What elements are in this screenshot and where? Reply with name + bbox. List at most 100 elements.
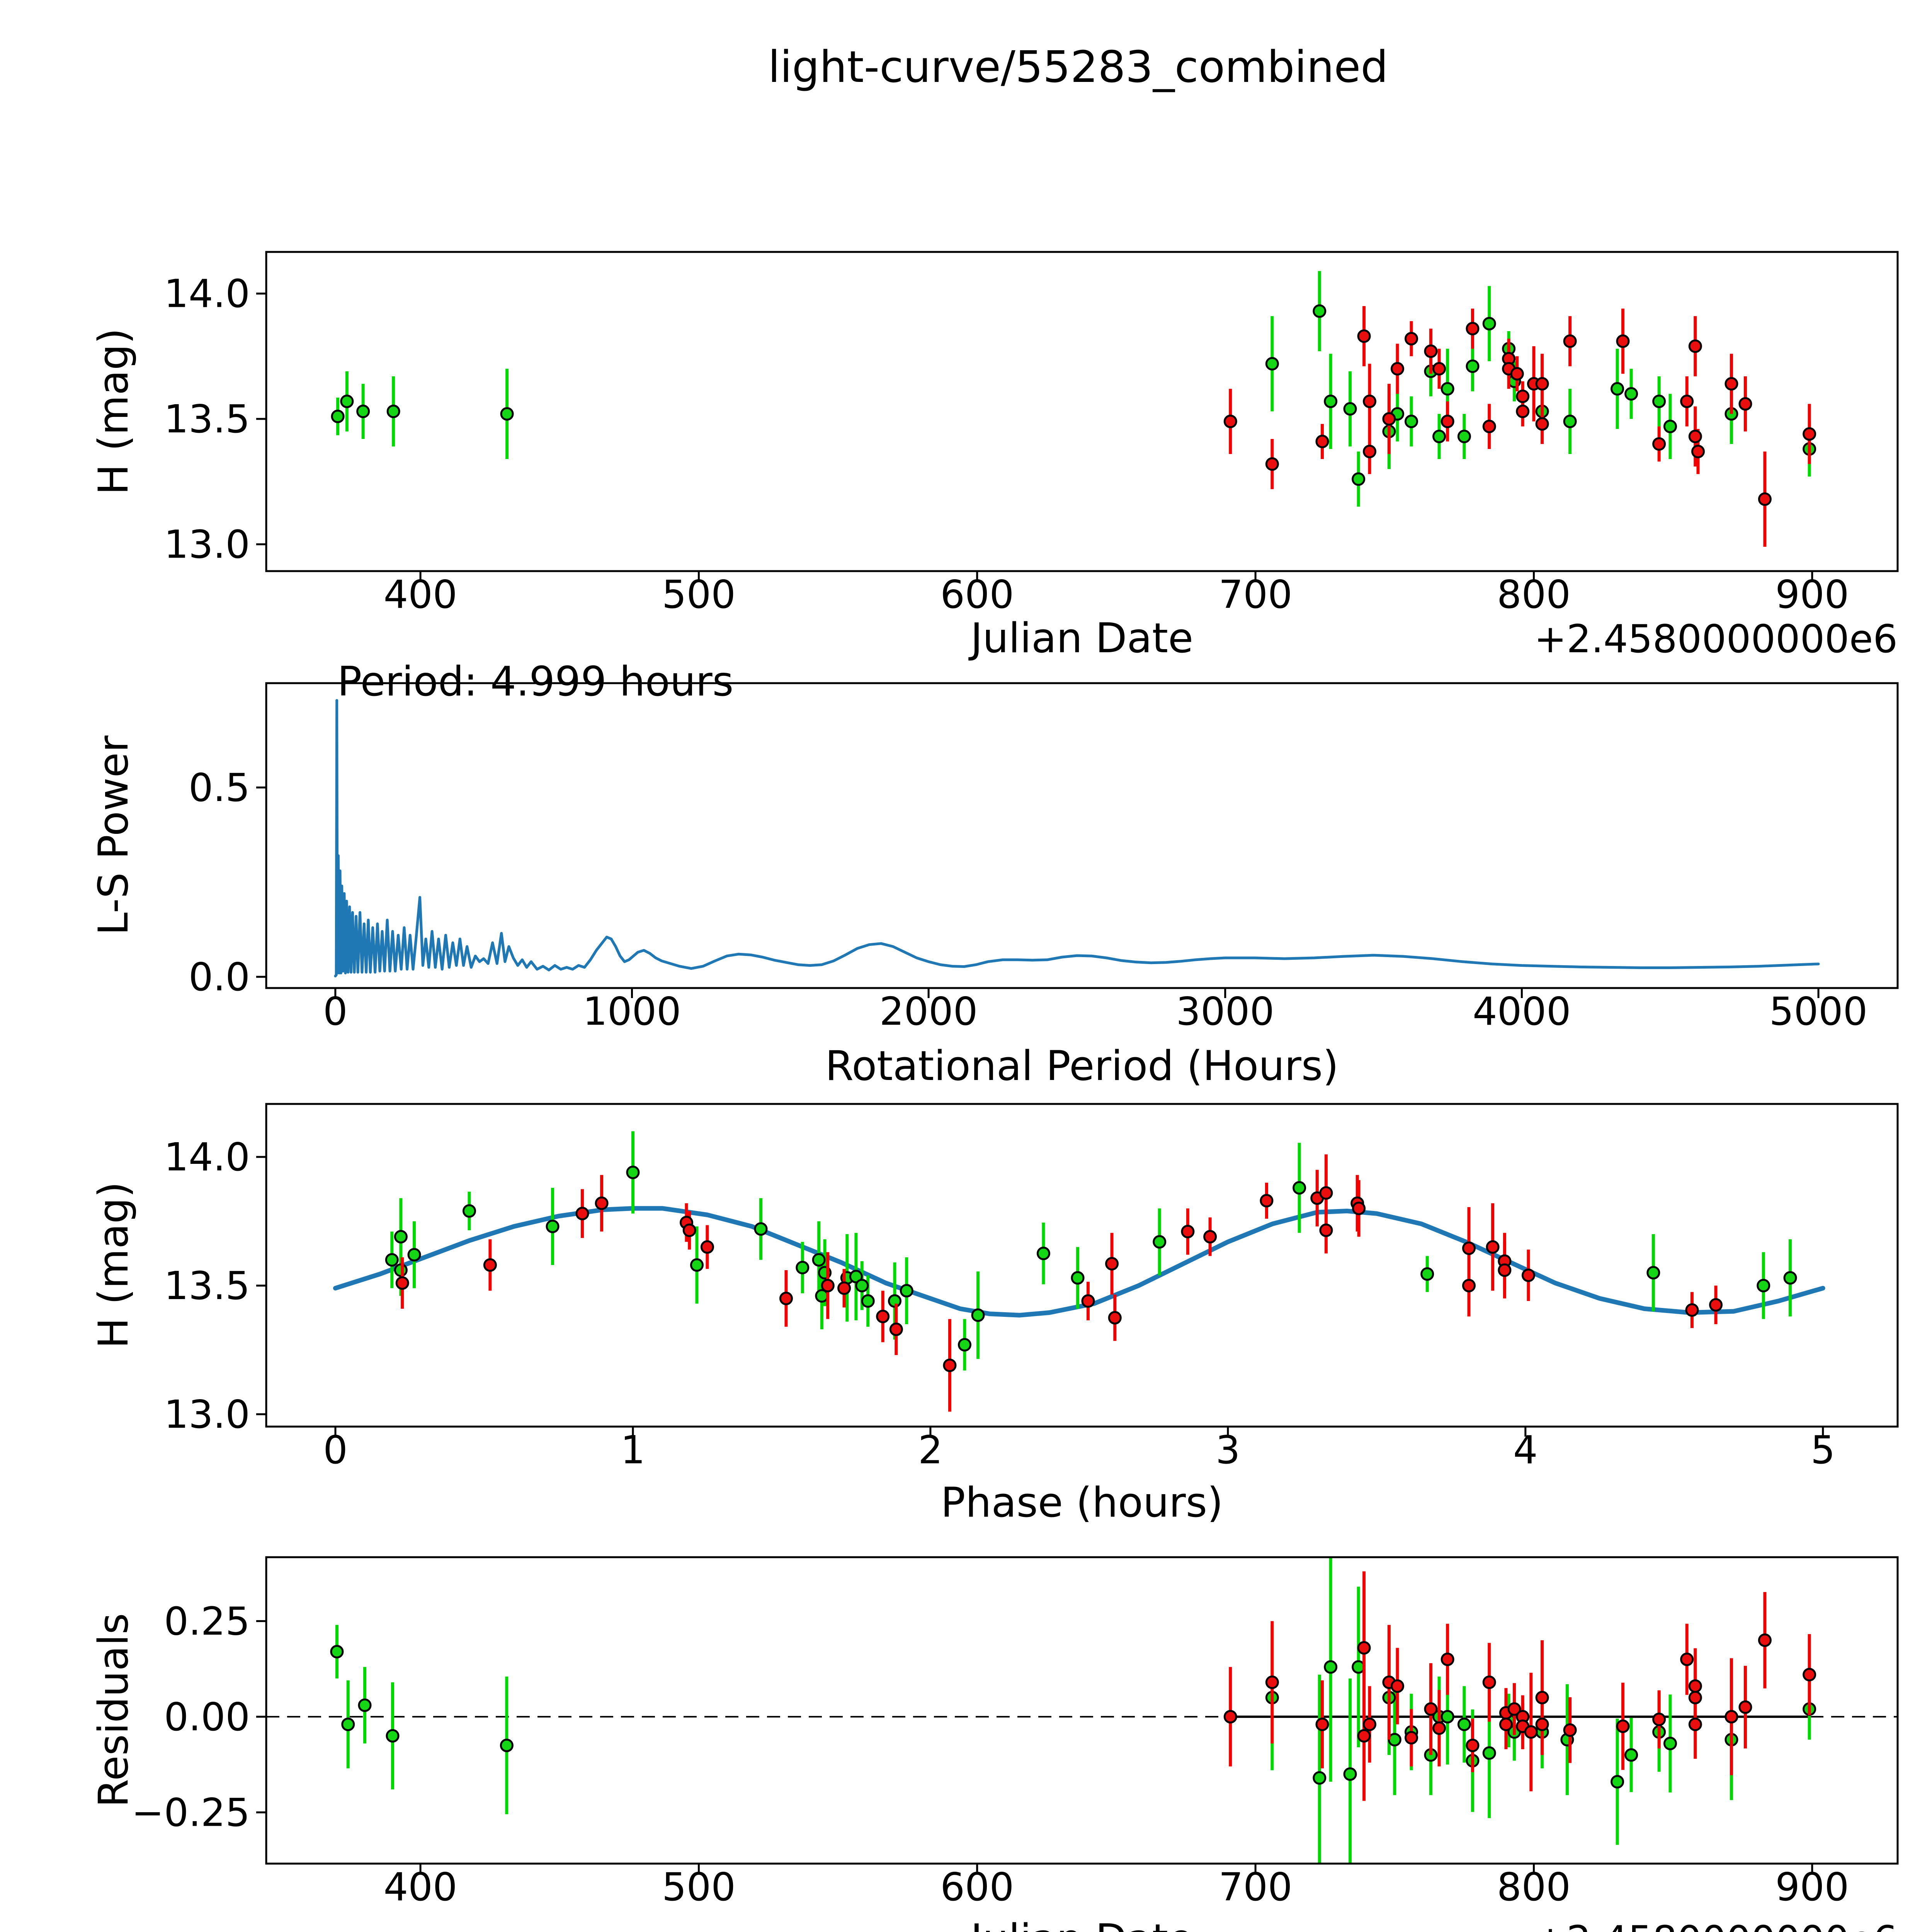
green-point — [1153, 1235, 1167, 1249]
x-tick-label: 4000 — [1473, 989, 1571, 1034]
axes-frame — [265, 1556, 1899, 1865]
red-point — [700, 1240, 714, 1254]
green-point — [1343, 402, 1357, 416]
jd-plot-xlabel: Julian Date — [968, 614, 1194, 662]
x-tick-label: 2000 — [879, 989, 978, 1034]
red-series — [1223, 1571, 1816, 1801]
green-point — [340, 395, 354, 408]
y-tick-label: 0.5 — [189, 765, 250, 810]
green-point — [1624, 387, 1638, 401]
x-tick-label: 500 — [662, 572, 736, 617]
periodogram-plot: 0 1000 2000 3000 4000 5000 0.0 0.5 — [189, 682, 1899, 1034]
green-point — [754, 1222, 768, 1236]
green-point — [546, 1219, 560, 1233]
green-point — [500, 407, 514, 421]
red-point — [1319, 1223, 1333, 1237]
green-point — [812, 1253, 826, 1267]
x-tick-label: 3 — [1216, 1427, 1240, 1473]
green-point — [796, 1260, 810, 1274]
red-series — [1223, 306, 1816, 547]
red-point — [682, 1223, 696, 1237]
figure-title: light-curve/55283_combined — [768, 42, 1388, 92]
red-point — [1424, 344, 1438, 358]
red-point — [943, 1359, 957, 1372]
red-point — [1803, 427, 1816, 441]
red-point — [1685, 1303, 1699, 1317]
red-point — [1462, 1279, 1476, 1293]
residuals-data-area — [266, 1557, 1898, 1864]
green-point — [1405, 415, 1418, 429]
red-point — [1680, 395, 1694, 408]
red-point — [1688, 1679, 1702, 1693]
jd-plot-ylabel: H (mag) — [90, 328, 137, 495]
red-series — [395, 1154, 1723, 1412]
red-point — [1535, 377, 1549, 391]
green-point — [1611, 382, 1624, 396]
x-tick-label: 0 — [323, 1427, 348, 1473]
red-point — [1709, 1298, 1723, 1312]
green-point — [971, 1308, 985, 1322]
green-series — [331, 271, 1816, 507]
red-point — [1498, 1263, 1512, 1277]
jd-lightcurve-data-area — [331, 271, 1816, 547]
green-point — [1324, 395, 1338, 408]
red-point — [1738, 1700, 1752, 1714]
x-tick-label: 3000 — [1176, 989, 1275, 1034]
red-point — [1466, 1738, 1480, 1752]
x-tick-label: 5 — [1811, 1427, 1835, 1473]
red-point — [1440, 415, 1454, 429]
green-point — [1652, 395, 1666, 408]
green-point — [1482, 1746, 1496, 1760]
red-point — [1315, 435, 1329, 449]
phased-lightcurve-data-area — [333, 1131, 1825, 1412]
red-point — [876, 1310, 890, 1323]
red-point — [1486, 1240, 1500, 1254]
red-point — [1357, 329, 1371, 343]
x-tick-label: 600 — [940, 1864, 1014, 1910]
green-point — [1757, 1279, 1770, 1293]
axes-frame — [265, 682, 1899, 989]
x-tick-label: 500 — [662, 1864, 736, 1910]
red-point — [1616, 334, 1630, 348]
residuals-ylabel: Residuals — [90, 1613, 137, 1808]
green-point — [1611, 1775, 1624, 1789]
green-point — [1663, 1736, 1677, 1750]
green-point — [1466, 359, 1480, 373]
residuals-offset-text: +2.4580000000e6 — [1534, 1917, 1898, 1932]
red-point — [1391, 1679, 1405, 1693]
red-point — [1758, 492, 1772, 506]
red-point — [1521, 1268, 1535, 1282]
periodogram-xlabel: Rotational Period (Hours) — [825, 1042, 1339, 1090]
red-point — [595, 1196, 609, 1210]
green-point — [1482, 317, 1496, 331]
red-point — [1516, 389, 1530, 403]
green-point — [1440, 1710, 1454, 1724]
red-point — [1652, 1713, 1666, 1726]
x-tick-label: 600 — [940, 572, 1014, 617]
red-point — [1482, 1675, 1496, 1689]
x-tick-label: 900 — [1775, 1864, 1849, 1910]
x-tick-label: 2 — [918, 1427, 943, 1473]
red-point — [1362, 444, 1376, 458]
red-point — [1405, 1731, 1418, 1745]
red-point — [779, 1291, 793, 1305]
green-point — [1293, 1181, 1306, 1195]
red-point — [1535, 1718, 1549, 1731]
phase-plot: 0 1 2 3 4 5 13.0 13.5 14.0 — [164, 1103, 1899, 1473]
green-point — [1036, 1247, 1050, 1260]
green-point — [861, 1294, 875, 1308]
red-point — [1691, 444, 1705, 458]
green-point — [1265, 357, 1279, 371]
red-point — [1524, 1725, 1538, 1739]
x-tick-label: 900 — [1775, 572, 1849, 617]
red-point — [1424, 1702, 1438, 1716]
red-point — [1265, 1675, 1279, 1689]
red-point — [1535, 417, 1549, 431]
red-point — [1362, 395, 1376, 408]
red-point — [1319, 1186, 1333, 1200]
green-point — [356, 405, 370, 418]
x-tick-label: 800 — [1497, 572, 1571, 617]
red-point — [1391, 362, 1405, 376]
periodogram-ylabel: L-S Power — [90, 735, 137, 935]
